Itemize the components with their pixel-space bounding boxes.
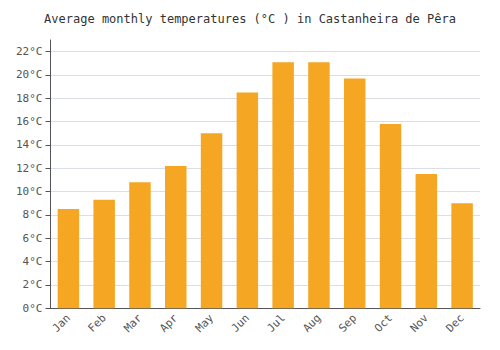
svg-text:16°C: 16°C bbox=[16, 115, 43, 128]
svg-text:Average monthly temperatures (: Average monthly temperatures (°C ) in Ca… bbox=[44, 12, 456, 26]
svg-text:Apr: Apr bbox=[157, 311, 180, 334]
svg-text:12°C: 12°C bbox=[16, 162, 43, 175]
svg-text:8°C: 8°C bbox=[23, 208, 43, 221]
svg-text:22°C: 22°C bbox=[16, 45, 43, 58]
svg-text:Dec: Dec bbox=[443, 312, 466, 335]
svg-text:Feb: Feb bbox=[86, 312, 109, 335]
svg-text:4°C: 4°C bbox=[23, 255, 43, 268]
svg-text:Jun: Jun bbox=[229, 312, 252, 335]
svg-text:Aug: Aug bbox=[300, 312, 323, 335]
svg-text:Jul: Jul bbox=[265, 312, 288, 335]
svg-text:20°C: 20°C bbox=[16, 68, 43, 81]
svg-text:6°C: 6°C bbox=[23, 232, 43, 245]
svg-text:Sep: Sep bbox=[336, 312, 359, 335]
svg-text:18°C: 18°C bbox=[16, 92, 43, 105]
svg-text:10°C: 10°C bbox=[16, 185, 43, 198]
svg-text:Mar: Mar bbox=[121, 311, 144, 334]
svg-text:2°C: 2°C bbox=[23, 278, 43, 291]
svg-text:Jan: Jan bbox=[50, 312, 73, 335]
svg-text:Oct: Oct bbox=[372, 312, 395, 335]
svg-text:14°C: 14°C bbox=[16, 138, 43, 151]
svg-text:Nov: Nov bbox=[408, 311, 431, 334]
svg-text:May: May bbox=[193, 311, 216, 334]
svg-text:0°C: 0°C bbox=[23, 302, 43, 315]
